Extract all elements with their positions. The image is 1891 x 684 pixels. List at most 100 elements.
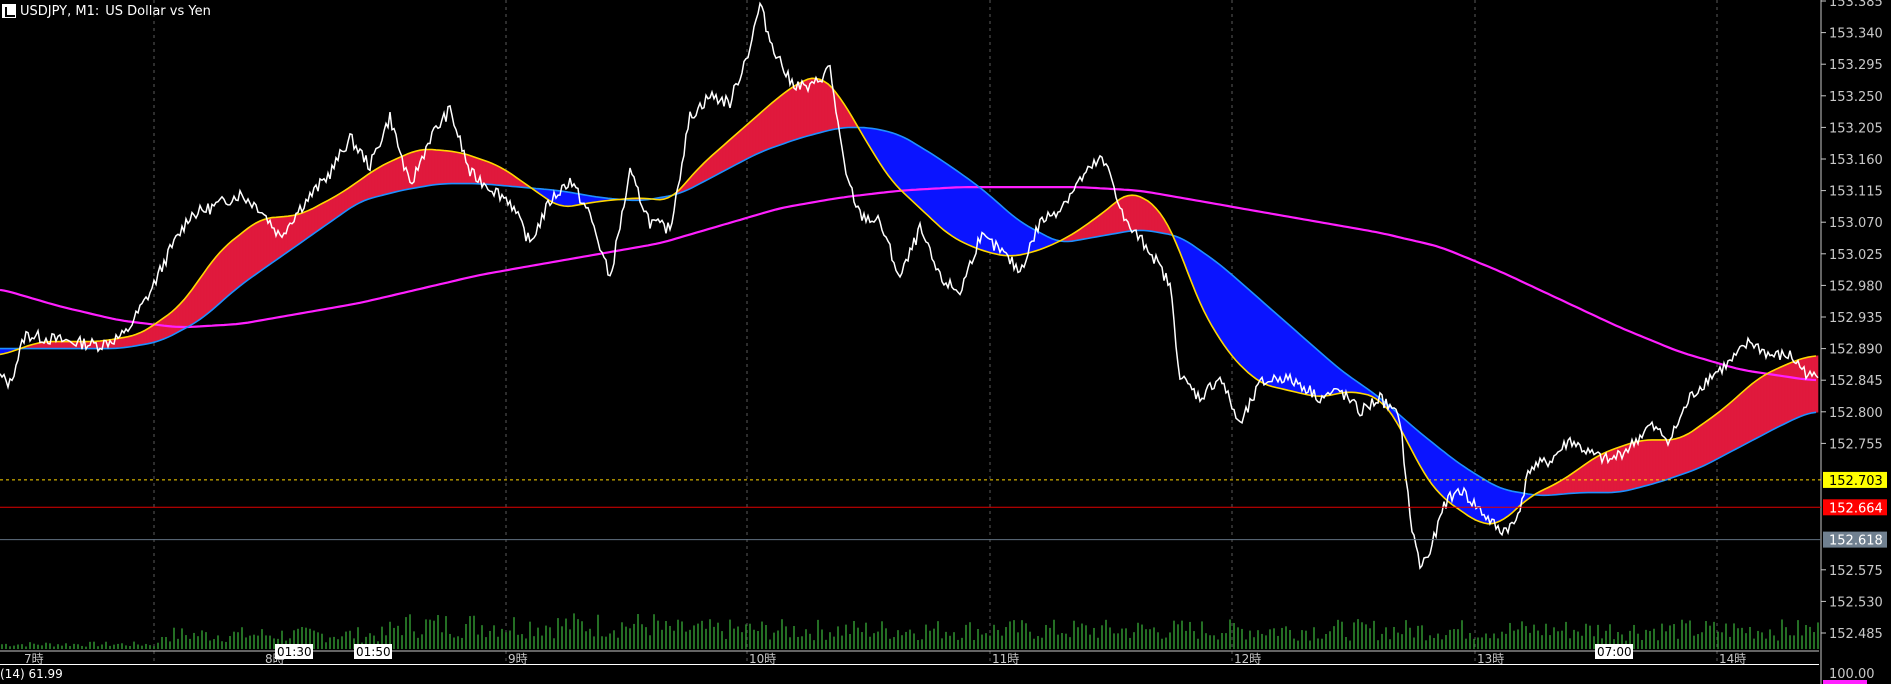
cloud-segment <box>1637 440 1642 489</box>
cloud-segment <box>1727 401 1732 454</box>
cloud-segment <box>452 151 457 184</box>
cloud-segment <box>335 193 340 219</box>
cloud-segment <box>212 256 217 310</box>
cloud-segment <box>1022 222 1027 255</box>
cloud-segment <box>1754 378 1759 440</box>
cloud-segment <box>1724 404 1729 456</box>
cloud-segment <box>980 187 985 252</box>
x-tick-label: 11時 <box>992 652 1019 666</box>
cloud-segment <box>353 181 358 207</box>
cloud-segment <box>395 157 400 193</box>
cloud-segment <box>365 173 370 201</box>
cloud-segment <box>158 318 163 342</box>
x-tick-label: 9時 <box>508 652 528 666</box>
cloud-segment <box>827 83 832 131</box>
cloud-segment <box>1256 296 1261 382</box>
cloud-segment <box>956 170 961 242</box>
cloud-segment <box>1631 441 1636 490</box>
cloud-segment <box>419 149 424 188</box>
cloud-segment <box>1733 396 1738 451</box>
ask-price-label: 152.664 <box>1829 501 1883 516</box>
cloud-segment <box>1040 232 1045 250</box>
cloud-segment <box>1784 363 1789 425</box>
cloud-segment <box>1808 356 1813 414</box>
cloud-segment <box>491 162 496 186</box>
cloud-segment <box>722 142 727 172</box>
cloud-segment <box>263 218 268 270</box>
cloud-segment <box>167 311 172 338</box>
cloud-segment <box>572 192 577 207</box>
cloud-segment <box>59 341 64 349</box>
cloud-segment <box>1709 415 1714 464</box>
cloud-segment <box>389 159 394 194</box>
cloud-segment <box>1700 422 1705 468</box>
price-lines: 152.703 152.664 152.618 <box>0 471 1887 549</box>
cloud-segment <box>440 149 445 185</box>
time-marker-box[interactable] <box>354 644 392 659</box>
cloud-segment <box>56 341 61 349</box>
cloud-segment <box>929 152 934 222</box>
time-marker-box[interactable] <box>1595 644 1633 659</box>
cloud-segment <box>1439 448 1444 498</box>
cloud-segment <box>197 276 202 322</box>
cloud-segment <box>1007 211 1012 257</box>
time-marker-label: 01:30 <box>277 645 312 659</box>
cloud-segment <box>1787 362 1792 423</box>
cloud-segment <box>176 303 181 334</box>
cloud-segment <box>1310 343 1315 397</box>
cloud-segment <box>266 217 271 268</box>
cloud-segment <box>359 177 364 204</box>
cloud-segment <box>1304 338 1309 396</box>
cloud-segment <box>1769 370 1774 432</box>
cloud-segment <box>206 263 211 315</box>
cloud-segment <box>1730 398 1735 453</box>
cloud-segment <box>305 209 310 240</box>
cloud-segment <box>125 336 130 348</box>
time-marker-box[interactable] <box>275 644 313 659</box>
cloud-segment <box>1286 322 1291 392</box>
bid-price-tag <box>1823 531 1887 548</box>
x-tick-label: 14時 <box>1719 652 1746 666</box>
cloud-segment <box>950 166 955 238</box>
symbol-label: USDJPY, M1: <box>20 3 100 19</box>
cloud-segment <box>296 213 301 246</box>
cloud-segment <box>218 249 223 305</box>
cloud-segment <box>911 141 916 205</box>
cloud-segment <box>1328 359 1333 396</box>
cloud-segment <box>566 191 571 207</box>
cloud-segment <box>1232 275 1237 362</box>
cloud-segment <box>134 333 139 347</box>
cloud-segment <box>800 80 805 139</box>
cloud-segment <box>1499 487 1504 522</box>
price-line <box>0 1 1819 570</box>
ma-fast-line <box>0 77 1817 525</box>
cloud-segment <box>1760 374 1765 437</box>
cloud-segment <box>563 191 568 207</box>
cloud-segment <box>1745 385 1750 445</box>
cloud-segment <box>1253 293 1258 381</box>
cloud-segment <box>1466 468 1471 518</box>
cloud-segment <box>497 165 502 186</box>
cloud-segment <box>749 118 754 158</box>
cloud-segment <box>1589 458 1594 493</box>
cloud-segment <box>455 151 460 184</box>
cloud-segment <box>161 316 166 341</box>
cloud-segment <box>1697 424 1702 469</box>
cloud-segment <box>443 150 448 185</box>
cloud-segment <box>887 131 892 180</box>
cloud-segment <box>743 124 748 161</box>
cloud-segment <box>302 211 307 242</box>
cloud-segment <box>1649 439 1654 486</box>
cloud-segment <box>209 259 214 313</box>
cloud-segment <box>737 129 742 165</box>
cloud-segment <box>1112 201 1117 235</box>
cloud-segment <box>428 149 433 186</box>
cloud-segment <box>1502 488 1507 521</box>
cloud-segment <box>233 236 238 292</box>
cloud-segment <box>1505 489 1510 519</box>
cloud-segment <box>1268 306 1273 387</box>
cloud-segment <box>1475 473 1480 522</box>
cloud-segment <box>740 126 745 163</box>
